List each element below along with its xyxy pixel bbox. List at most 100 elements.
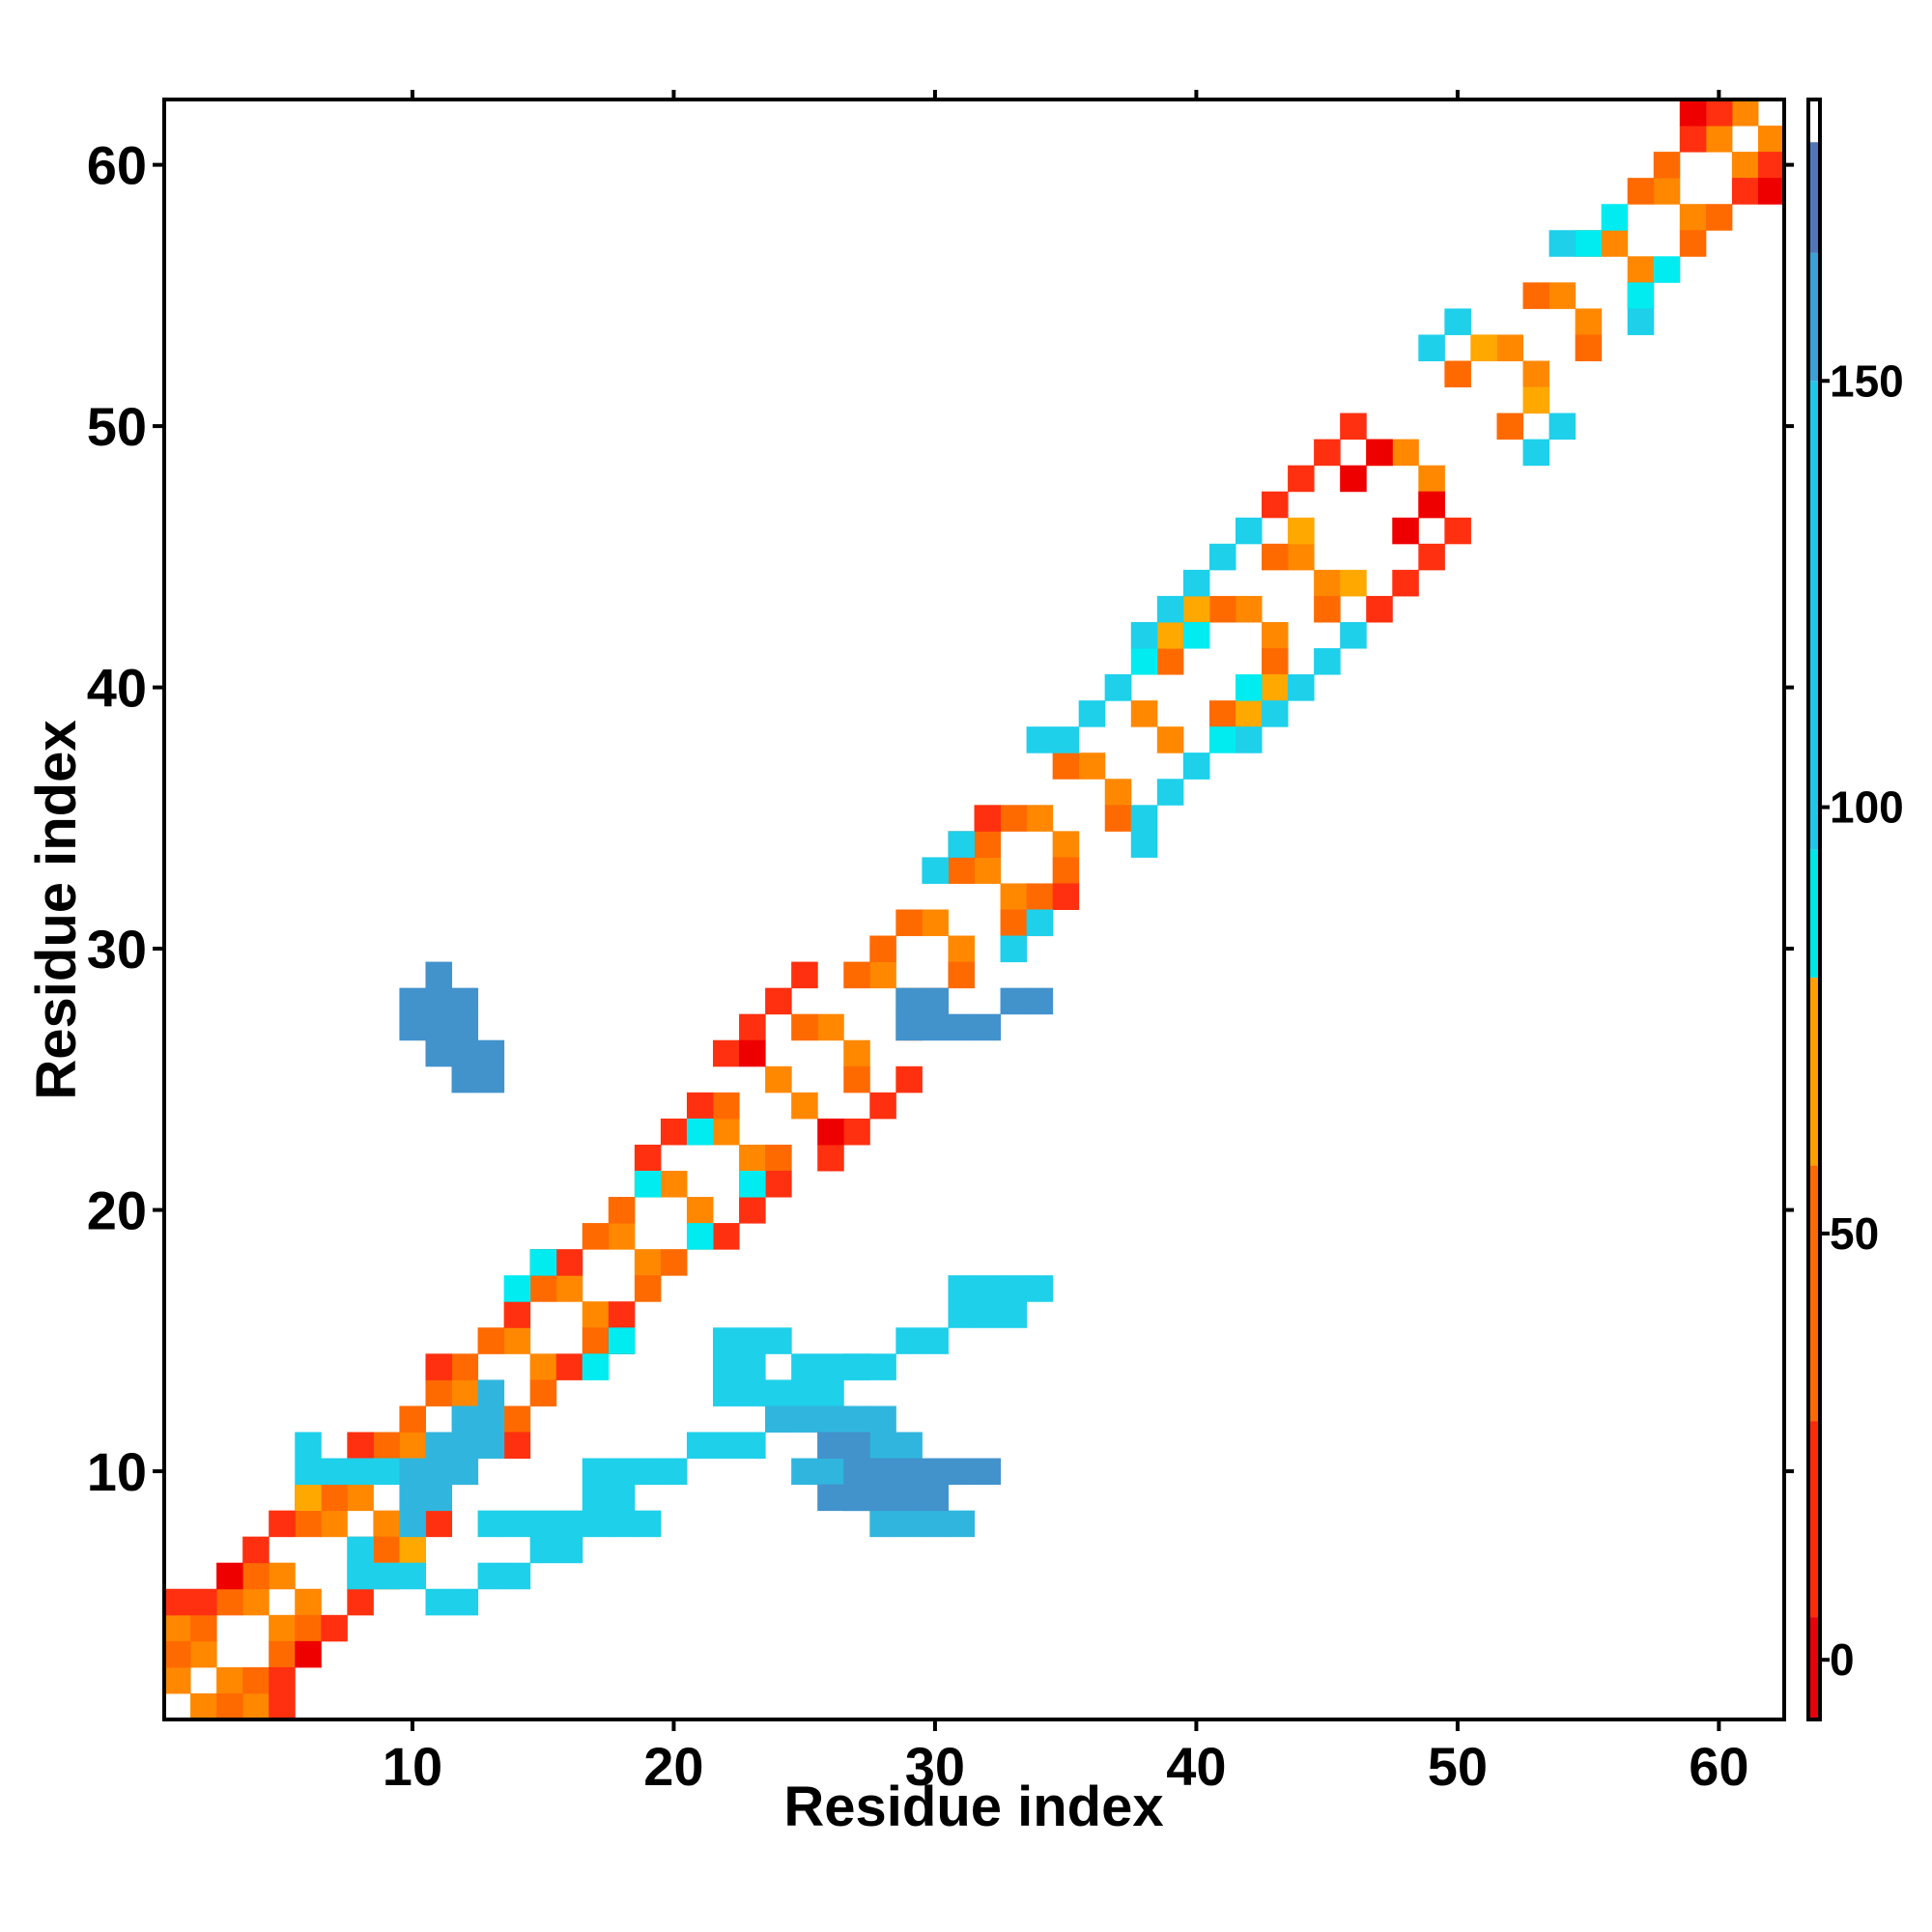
heatmap-cell xyxy=(922,857,949,884)
heatmap-cell xyxy=(1026,987,1054,1015)
heatmap-cell xyxy=(974,1301,1002,1328)
heatmap-cell xyxy=(295,1432,322,1460)
heatmap-cell xyxy=(451,1013,479,1041)
heatmap-cell xyxy=(1052,857,1080,884)
heatmap-cell xyxy=(634,1249,662,1276)
heatmap-cell xyxy=(451,1039,479,1067)
heatmap-cell xyxy=(582,1223,610,1250)
heatmap-cell xyxy=(1627,178,1655,205)
heatmap-cell xyxy=(477,1562,505,1590)
heatmap-cell xyxy=(974,1013,1002,1041)
heatmap-cell xyxy=(477,1432,505,1460)
heatmap-cell xyxy=(1340,412,1367,440)
heatmap-cell xyxy=(1156,779,1184,806)
heatmap-cell xyxy=(765,987,792,1015)
colorbar-tick-label: 150 xyxy=(1830,355,1904,406)
heatmap-cell xyxy=(1026,1275,1054,1302)
heatmap-cell xyxy=(765,1144,792,1172)
heatmap-cell xyxy=(634,1510,662,1538)
heatmap-cell xyxy=(634,1458,662,1486)
heatmap-cell xyxy=(948,935,975,963)
heatmap-cell xyxy=(555,1353,583,1380)
heatmap-cell xyxy=(1052,831,1080,858)
heatmap-cell xyxy=(948,831,975,858)
heatmap-cell xyxy=(686,1432,714,1460)
heatmap-cell xyxy=(608,1484,636,1512)
heatmap-cell xyxy=(765,1170,792,1198)
y-tick-label: 40 xyxy=(87,658,147,719)
heatmap-cell xyxy=(451,1458,479,1486)
heatmap-cell xyxy=(713,1118,740,1146)
heatmap-cell xyxy=(1130,805,1158,832)
heatmap-cell xyxy=(739,1327,766,1354)
heatmap-cell xyxy=(477,1039,505,1067)
heatmap-cell xyxy=(791,1092,818,1120)
x-tick-label: 10 xyxy=(383,1736,442,1797)
heatmap-cell xyxy=(451,1432,479,1460)
heatmap-cell xyxy=(1130,621,1158,649)
heatmap-cell xyxy=(1392,517,1419,545)
heatmap-cell xyxy=(399,1510,426,1538)
heatmap-cell xyxy=(425,1013,453,1041)
heatmap-cell xyxy=(373,1536,400,1564)
heatmap-cell xyxy=(1208,700,1236,727)
heatmap-cell xyxy=(739,1197,766,1224)
heatmap-cell xyxy=(713,1039,740,1067)
heatmap-cell xyxy=(1262,648,1289,675)
heatmap-cell xyxy=(451,1588,479,1616)
heatmap-cell xyxy=(451,1065,479,1094)
heatmap-cell xyxy=(190,1640,217,1668)
heatmap-cell xyxy=(373,1562,400,1590)
heatmap-cell xyxy=(347,1588,374,1616)
heatmap-cell xyxy=(1130,700,1158,727)
heatmap-cell xyxy=(1575,308,1603,335)
heatmap-cell xyxy=(582,1327,610,1354)
heatmap-cell xyxy=(660,1118,688,1146)
heatmap-cell xyxy=(425,987,453,1015)
colorbar-frame xyxy=(1806,98,1822,1721)
y-axis-label: Residue index xyxy=(25,720,88,1099)
heatmap-cell xyxy=(895,1013,923,1041)
heatmap-cell xyxy=(190,1588,217,1616)
heatmap-cell xyxy=(425,961,453,989)
heatmap-cell xyxy=(451,1379,479,1406)
heatmap-cell xyxy=(1026,726,1054,753)
heatmap-cell xyxy=(922,1484,949,1512)
heatmap-cell xyxy=(1679,126,1707,153)
heatmap-cell xyxy=(843,961,870,989)
heatmap-cell xyxy=(1182,753,1210,780)
heatmap-cell xyxy=(1522,360,1550,388)
heatmap-cell xyxy=(295,1510,322,1538)
heatmap-cell xyxy=(608,1197,636,1224)
heatmap-cell xyxy=(817,1432,844,1460)
heatmap-cell xyxy=(686,1197,714,1224)
y-axis-ticks: 10 20 30 40 50 60 xyxy=(87,135,1794,1502)
heatmap-cell xyxy=(1340,465,1367,493)
heatmap-cell xyxy=(1679,204,1707,231)
heatmap-cell xyxy=(895,1432,923,1460)
heatmap-cell xyxy=(269,1562,296,1590)
heatmap-cell xyxy=(817,1406,844,1433)
heatmap-cell xyxy=(582,1484,610,1512)
heatmap-cell xyxy=(1000,805,1028,832)
heatmap-cell xyxy=(1000,909,1028,937)
heatmap-cell xyxy=(1104,674,1132,701)
heatmap-cell xyxy=(791,1013,818,1041)
heatmap-cell xyxy=(922,1327,949,1354)
heatmap-cell xyxy=(1078,753,1106,780)
x-tick-label: 20 xyxy=(643,1736,703,1797)
heatmap-cell xyxy=(216,1692,243,1720)
colorbar-segment xyxy=(1808,381,1820,850)
heatmap-cell xyxy=(1731,178,1759,205)
heatmap-cell xyxy=(242,1666,270,1694)
heatmap-cell xyxy=(295,1640,322,1668)
heatmap-cell xyxy=(660,1249,688,1276)
heatmap-cell xyxy=(1130,831,1158,858)
plot-frame xyxy=(162,98,1786,1721)
heatmap-cell xyxy=(555,1275,583,1302)
heatmap-cell xyxy=(1418,491,1445,519)
heatmap-cell xyxy=(739,1013,766,1041)
heatmap-cell xyxy=(1208,595,1236,623)
heatmap-cell xyxy=(477,1406,505,1433)
